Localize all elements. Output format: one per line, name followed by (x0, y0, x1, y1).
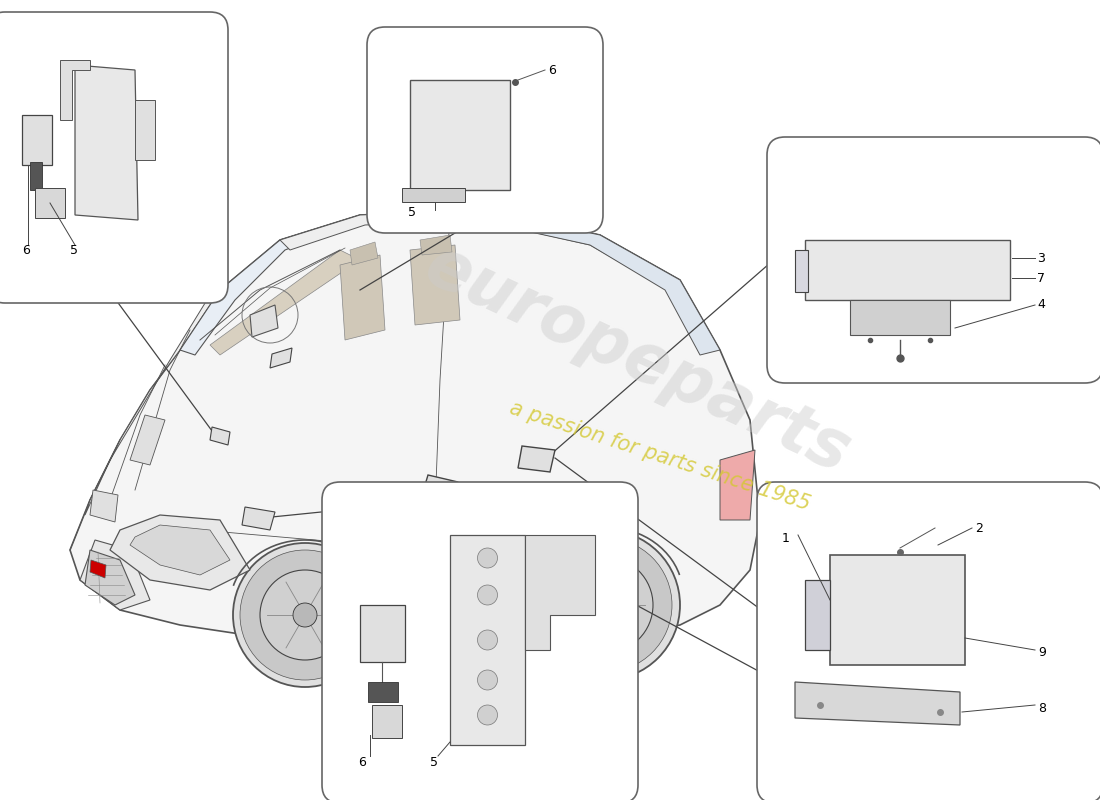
Polygon shape (110, 515, 250, 590)
Polygon shape (210, 250, 360, 355)
Polygon shape (402, 188, 465, 202)
Text: a passion for parts since 1985: a passion for parts since 1985 (507, 398, 813, 514)
Polygon shape (90, 560, 106, 578)
Polygon shape (350, 242, 378, 265)
Text: 1: 1 (782, 531, 790, 545)
Polygon shape (360, 605, 405, 662)
Polygon shape (420, 235, 452, 255)
Polygon shape (340, 255, 385, 340)
Polygon shape (30, 162, 42, 190)
Polygon shape (795, 250, 808, 292)
Polygon shape (410, 245, 460, 325)
Circle shape (477, 705, 497, 725)
Text: 4: 4 (1037, 298, 1045, 311)
Text: 8: 8 (1038, 702, 1046, 714)
Polygon shape (850, 300, 950, 335)
Polygon shape (135, 100, 155, 160)
Text: 6: 6 (22, 243, 30, 257)
Polygon shape (250, 305, 278, 337)
Circle shape (240, 550, 370, 680)
Circle shape (538, 538, 672, 672)
FancyBboxPatch shape (367, 27, 603, 233)
Polygon shape (22, 115, 52, 165)
Polygon shape (280, 210, 680, 285)
Polygon shape (525, 535, 595, 650)
Polygon shape (422, 475, 458, 502)
FancyBboxPatch shape (757, 482, 1100, 800)
Polygon shape (830, 555, 965, 665)
Text: 6: 6 (548, 63, 556, 77)
FancyBboxPatch shape (767, 137, 1100, 383)
Polygon shape (805, 240, 1010, 300)
Text: 5: 5 (70, 243, 78, 257)
Polygon shape (805, 580, 830, 650)
Text: 2: 2 (975, 522, 983, 534)
Circle shape (530, 530, 680, 680)
Polygon shape (410, 80, 510, 190)
Polygon shape (368, 682, 398, 702)
Circle shape (233, 543, 377, 687)
Polygon shape (180, 215, 360, 355)
Polygon shape (795, 682, 960, 725)
Text: 7: 7 (1037, 271, 1045, 285)
Text: 5: 5 (408, 206, 416, 218)
Text: 9: 9 (1038, 646, 1046, 658)
Polygon shape (130, 415, 165, 465)
Polygon shape (720, 450, 755, 520)
Polygon shape (60, 60, 90, 120)
Circle shape (592, 592, 618, 618)
Polygon shape (270, 348, 292, 368)
Polygon shape (518, 446, 556, 472)
Polygon shape (75, 65, 138, 220)
Polygon shape (85, 550, 135, 605)
Circle shape (477, 585, 497, 605)
Circle shape (293, 603, 317, 627)
Circle shape (260, 570, 350, 660)
Polygon shape (70, 210, 760, 645)
Text: 3: 3 (1037, 251, 1045, 265)
Polygon shape (35, 188, 65, 218)
Polygon shape (372, 705, 402, 738)
FancyBboxPatch shape (0, 12, 228, 303)
Text: 6: 6 (358, 755, 366, 769)
Polygon shape (130, 525, 230, 575)
Circle shape (477, 630, 497, 650)
Text: 5: 5 (430, 755, 438, 769)
Polygon shape (242, 507, 275, 530)
Polygon shape (480, 210, 720, 355)
Polygon shape (90, 490, 118, 522)
Circle shape (477, 548, 497, 568)
Polygon shape (210, 427, 230, 445)
Circle shape (477, 670, 497, 690)
Polygon shape (85, 290, 220, 515)
Polygon shape (450, 535, 525, 745)
Text: europeparts: europeparts (415, 233, 861, 487)
Polygon shape (80, 540, 150, 610)
Circle shape (557, 557, 653, 653)
FancyBboxPatch shape (322, 482, 638, 800)
